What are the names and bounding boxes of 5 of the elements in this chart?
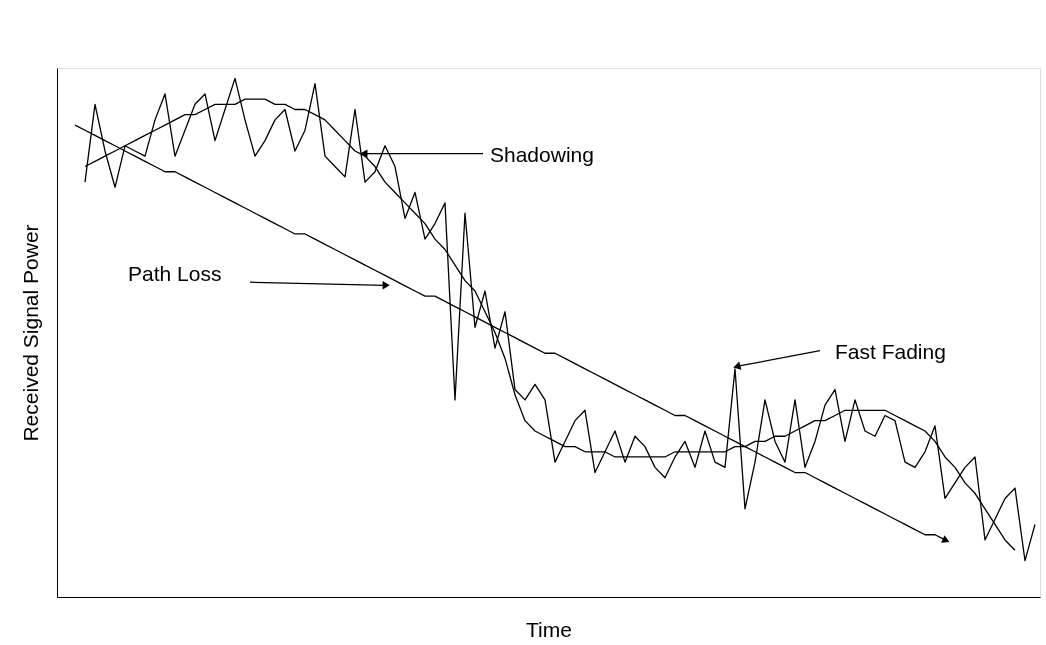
annotation: Path Loss (128, 262, 222, 286)
annotation: Fast Fading (835, 340, 946, 364)
x-axis-title: Time (526, 617, 572, 641)
y-axis-title: Received Signal Power (18, 224, 42, 442)
annotation: Shadowing (490, 143, 594, 167)
